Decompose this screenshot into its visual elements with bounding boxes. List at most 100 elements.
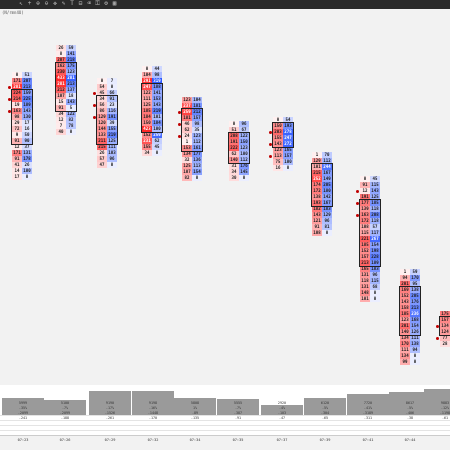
ask-volume-cell: 154 [192,169,202,175]
imbalance-dot [436,324,439,328]
footprint-chart-area[interactable]: (N/rmn4U) 0 51 171 207 281 213 224 159 214 225 19 1… [0,9,450,385]
ask-volume-cell: 205 [410,293,420,299]
stat-volume: 5555 [233,401,243,405]
volume-bar [347,394,389,415]
crosshair-icon[interactable]: + [27,0,32,7]
ask-volume-cell: 66 [107,90,117,96]
bid-volume-cell: 82 [182,175,192,181]
bid-volume-cell: 215 [312,170,322,176]
bid-volume-cell: 56 [97,102,107,108]
stat-delta-pct: -41% [363,406,373,410]
ask-volume-cell: 181 [192,103,202,109]
ask-volume-cell: 123 [192,133,202,139]
ask-volume-cell: 96 [370,272,380,278]
ask-volume-cell: 112 [239,157,249,163]
cursor-icon[interactable]: ↖ [19,0,23,7]
bid-volume-cell: 143 [273,141,283,147]
zoom-in-icon[interactable]: ⊕ [36,0,40,7]
bid-volume-cell: 12 [12,144,22,150]
pan-icon[interactable]: ✥ [53,0,57,7]
stat-min-delta: -65 [321,416,329,420]
ask-volume-cell: 103 [107,150,117,156]
bid-volume-cell: 94 [400,275,410,281]
bid-volume-cell: 26 [56,45,66,51]
ask-volume-cell: 167 [322,170,332,176]
bid-volume-cell: 8 [56,51,66,57]
lock-icon[interactable]: ⚿ [95,0,100,7]
ask-volume-cell: 157 [192,115,202,121]
stat-delta-pct: -5% [321,406,329,410]
bid-volume-cell: 123 [182,97,192,103]
ask-volume-cell: 0 [152,150,162,156]
ruler-icon[interactable]: ⊟ [78,0,83,7]
bid-volume-cell: 139 [360,206,370,212]
ask-volume-cell: 50 [22,132,32,138]
bid-volume-cell: 175 [440,311,450,317]
stats-row-divider [0,430,450,431]
bid-volume-cell: 107 [56,93,66,99]
volume-bar [217,398,259,415]
ask-volume-cell: 131 [22,150,32,156]
ask-volume-cell: 57 [370,224,380,230]
ask-volume-cell: 142 [322,194,332,200]
stat-volume: 6120 [320,401,330,405]
stat-delta: -387 [233,411,243,415]
bid-volume-cell: 1 [312,152,322,158]
ask-volume-cell: 213 [22,84,32,90]
stat-delta-pct: -17% [105,406,115,410]
ask-volume-cell: 115 [370,278,380,284]
stat-volume: 7720 [363,401,373,405]
ask-volume-cell: 159 [22,90,32,96]
bid-volume-cell: 237 [182,103,192,109]
grid-icon[interactable]: ▦ [112,0,117,7]
bid-volume-cell: 34 [142,150,152,156]
instrument-label: (N/rmn4U) [2,10,24,15]
eraser-icon[interactable]: ⌫ [87,0,91,7]
stat-volume: 5999 [18,401,28,405]
ask-volume-cell: 91 [107,96,117,102]
bid-volume-cell: 134 [400,353,410,359]
bid-volume-cell: 41 [12,162,22,168]
bid-volume-cell: 30 [229,175,239,181]
ask-volume-cell: 0 [66,129,76,135]
ask-volume-cell: 157 [283,153,293,159]
settings-icon[interactable]: ⚙ [104,0,108,7]
ask-volume-cell: 96 [107,156,117,162]
imbalance-dot [8,109,11,113]
bid-volume-cell: 12 [360,188,370,194]
bid-volume-cell: 259 [182,109,192,115]
bid-volume-cell: 212 [56,87,66,93]
time-tick-label: 07:39 [319,438,331,442]
ask-volume-cell: 122 [239,133,249,139]
bid-volume-cell: 172 [360,218,370,224]
imbalance-dot [269,142,272,146]
bid-volume-cell: 101 [360,296,370,302]
text-icon[interactable]: T [70,0,74,7]
ask-volume-cell: 154 [410,323,420,329]
ask-volume-cell: 236 [410,311,420,317]
bid-volume-cell: 26 [97,150,107,156]
ask-volume-cell: 78 [66,123,76,129]
bid-volume-cell: 144 [97,126,107,132]
imbalance-dot [93,115,96,119]
bid-volume-cell: 129 [97,114,107,120]
ask-volume-cell: 138 [410,287,420,293]
draw-icon[interactable]: ✎ [61,0,66,7]
ask-volume-cell: 0 [107,162,117,168]
stat-delta: -304 [320,411,330,415]
bid-volume-cell: 118 [360,278,370,284]
ask-volume-cell: 198 [370,248,380,254]
stat-delta-pct: -7% [234,406,242,410]
stats-row-divider [0,420,450,421]
ask-volume-cell: 272 [283,141,293,147]
bid-volume-cell: 134 [182,151,192,157]
zoom-out-icon[interactable]: ⊖ [44,0,49,7]
bid-volume-cell: 252 [312,176,322,182]
time-tick-label: 07:37 [276,438,288,442]
ask-volume-cell: 115 [370,182,380,188]
bid-volume-cell: 122 [142,90,152,96]
time-tick-label: 07:26 [59,438,71,442]
stat-delta: -1198 [439,411,450,415]
stat-delta: -2099 [59,411,71,415]
